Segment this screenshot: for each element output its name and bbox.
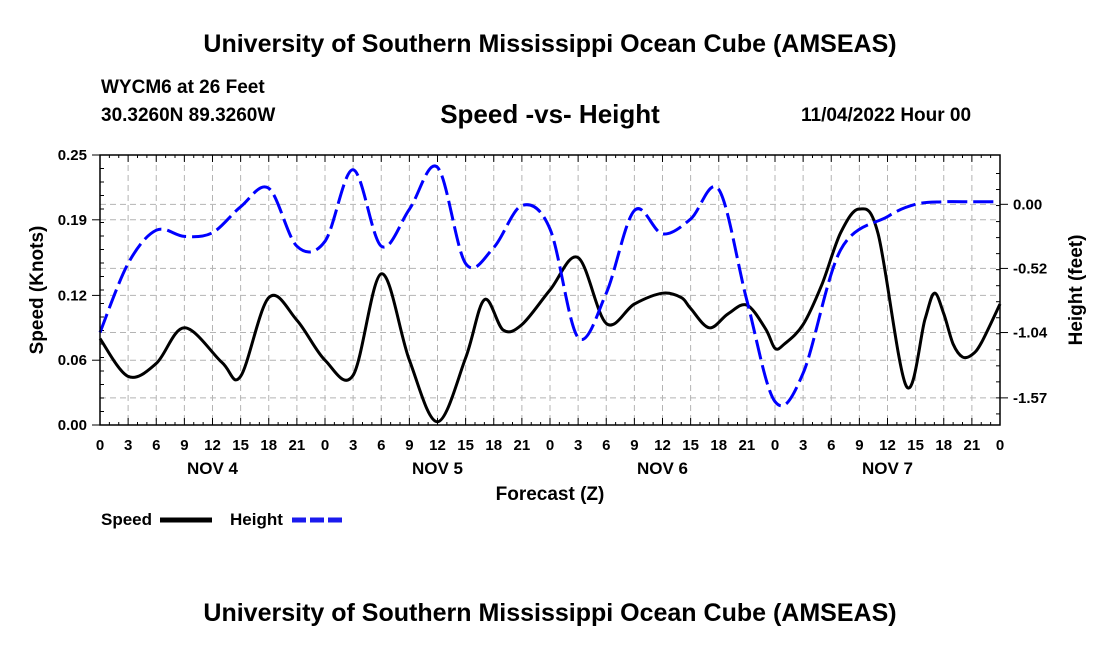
x-tick-label: 0 <box>96 437 104 454</box>
x-tick-label: 3 <box>349 437 357 454</box>
legend-speed-label: Speed <box>101 510 152 529</box>
y-tick-label: 0.06 <box>58 352 87 369</box>
x-day-label: NOV 4 <box>187 459 239 478</box>
footer-title: University of Southern Mississippi Ocean… <box>203 599 897 627</box>
x-tick-label: 3 <box>574 437 582 454</box>
x-tick-label: 6 <box>602 437 610 454</box>
x-tick-label: 3 <box>799 437 807 454</box>
speed-line <box>98 207 1002 424</box>
x-tick-label: 9 <box>180 437 188 454</box>
legend: Speed Height <box>101 510 342 529</box>
x-day-label: NOV 5 <box>412 459 463 478</box>
x-tick-label: 9 <box>855 437 863 454</box>
x-tick-label: 12 <box>204 437 221 454</box>
x-tick-label: 18 <box>710 437 727 454</box>
station-label: WYCM6 at 26 Feet <box>101 77 265 98</box>
y-tick-label: 0.12 <box>58 287 87 304</box>
x-tick-label: 18 <box>935 437 952 454</box>
x-tick-label: 3 <box>124 437 132 454</box>
x-tick-label: 12 <box>429 437 446 454</box>
x-tick-label: 21 <box>514 437 531 454</box>
x-tick-label: 6 <box>377 437 385 454</box>
x-tick-label: 6 <box>827 437 835 454</box>
x-tick-label: 15 <box>457 437 474 454</box>
series-lines <box>98 164 1002 424</box>
y2-axis-label: Height (feet) <box>1066 235 1087 346</box>
x-day-label: NOV 6 <box>637 459 688 478</box>
y-tick-label: 0.25 <box>58 147 87 164</box>
x-tick-label: 0 <box>546 437 554 454</box>
x-tick-label: 9 <box>630 437 638 454</box>
legend-height-label: Height <box>230 510 283 529</box>
x-tick-label: 9 <box>405 437 413 454</box>
station-coordinates: 30.3260N 89.3260W <box>101 105 276 126</box>
grid <box>100 155 1000 425</box>
y2-tick-label: -1.57 <box>1013 390 1047 407</box>
x-tick-label: 12 <box>879 437 896 454</box>
y2-tick-label: -1.04 <box>1013 325 1048 342</box>
x-tick-label: 21 <box>964 437 981 454</box>
x-tick-label: 18 <box>485 437 502 454</box>
x-tick-label: 18 <box>260 437 277 454</box>
axis-labels: 0 3 6 9 12 15 18 21 0 3 6 9 12 15 18 21 0 3 6 9 12 15 18 21 0 3 6 9… <box>58 147 1048 478</box>
x-tick-label: 12 <box>654 437 671 454</box>
x-tick-label: 6 <box>152 437 160 454</box>
y2-tick-label: -0.52 <box>1013 260 1047 277</box>
plot-frame <box>99 154 1001 426</box>
y-tick-label: 0.00 <box>58 417 87 434</box>
x-tick-label: 0 <box>321 437 329 454</box>
x-tick-label: 15 <box>232 437 249 454</box>
x-axis-label: Forecast (Z) <box>496 484 605 505</box>
x-tick-label: 0 <box>996 437 1004 454</box>
x-tick-label: 21 <box>739 437 756 454</box>
y2-tick-label: 0.00 <box>1013 196 1042 213</box>
x-tick-label: 15 <box>907 437 924 454</box>
x-day-label: NOV 7 <box>862 459 913 478</box>
x-tick-label: 15 <box>682 437 699 454</box>
x-tick-label: 21 <box>289 437 306 454</box>
y-axis-label: Speed (Knots) <box>27 226 48 355</box>
x-tick-label: 0 <box>771 437 779 454</box>
main-title: University of Southern Mississippi Ocean… <box>203 30 897 58</box>
chart-title: Speed -vs- Height <box>440 99 660 129</box>
run-time: 11/04/2022 Hour 00 <box>801 105 972 126</box>
height-line <box>98 164 1000 408</box>
y-tick-label: 0.19 <box>58 212 87 229</box>
